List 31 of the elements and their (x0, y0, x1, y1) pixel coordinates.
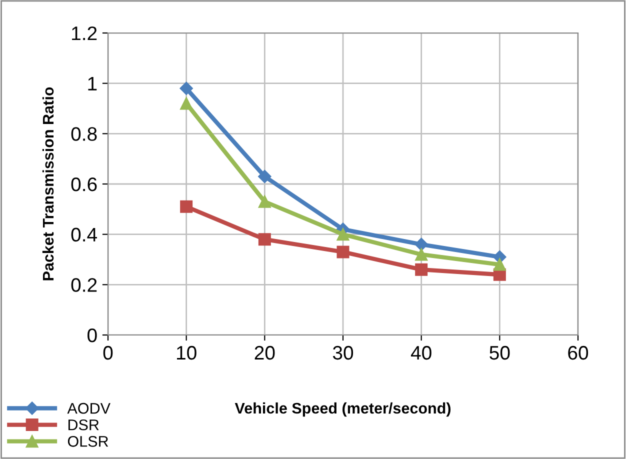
y-tick-label: 0.6 (71, 177, 97, 192)
point (414, 238, 428, 251)
point (180, 97, 193, 110)
x-tick-label: 20 (254, 346, 275, 360)
point (258, 195, 271, 208)
legend-label: OLSR (68, 436, 108, 447)
x-tick-label: 60 (568, 346, 588, 360)
x-tick-label: 50 (490, 346, 510, 360)
y-tick-label: 0.2 (71, 278, 97, 292)
point (415, 263, 428, 276)
y-tick-label: 0.4 (71, 228, 98, 242)
legend-label: DSR (68, 419, 99, 430)
legend-label: AODV (67, 402, 110, 414)
x-tick-label: 0 (103, 346, 113, 360)
y-axis-title: Packet Transmission Ratio (42, 87, 54, 280)
point (415, 248, 428, 261)
point (493, 258, 506, 271)
y-tick-label: 0.8 (71, 127, 97, 141)
y-tick-label: 1.2 (72, 26, 97, 40)
x-tick-label: 40 (410, 346, 432, 360)
y-tick-label: 1 (88, 77, 97, 90)
x-tick-label: 30 (332, 346, 354, 360)
point (336, 228, 350, 241)
y-tick-label: 0 (88, 328, 97, 342)
point (336, 246, 350, 258)
point (180, 82, 193, 95)
x-axis-title: Vehicle Speed (meter/second) (234, 402, 451, 417)
point (258, 170, 272, 184)
point (258, 233, 271, 246)
point (180, 200, 193, 213)
x-tick-label: 10 (177, 346, 196, 360)
